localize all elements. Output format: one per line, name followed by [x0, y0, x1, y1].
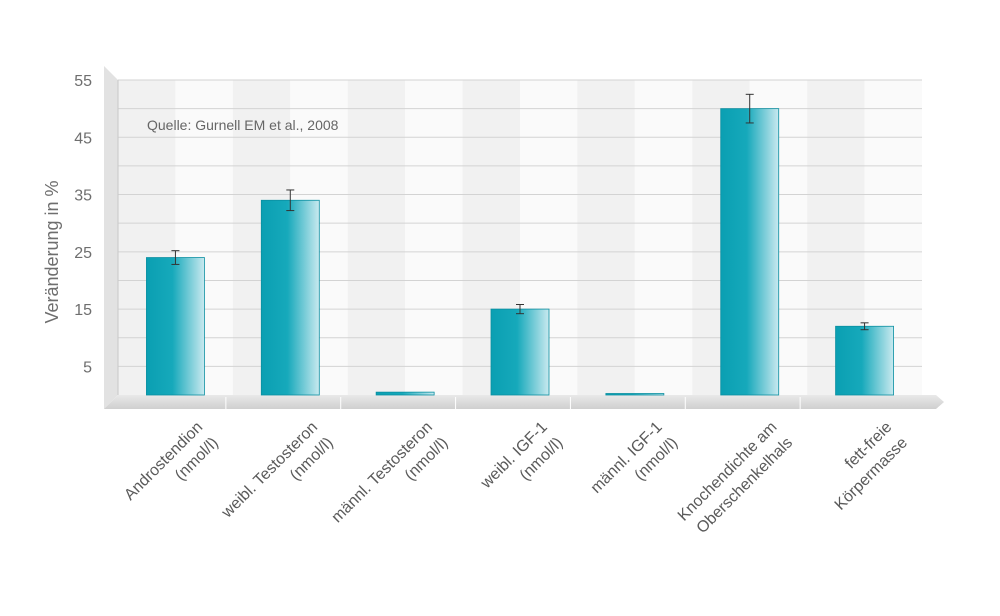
y-tick-label: 55: [74, 73, 92, 90]
chart-frame: [104, 66, 944, 409]
bg-stripe-light: [405, 80, 463, 395]
bar: [720, 108, 780, 396]
bg-stripe-dark: [347, 80, 406, 395]
bar: [835, 325, 894, 396]
x-axis-labels: Androstendion(nmol/l)weibl. Testosteron(…: [121, 419, 911, 542]
y-tick-label: 5: [83, 359, 92, 376]
category-label-text: männl. Testosteron(nmol/l): [329, 419, 452, 542]
category-label: Androstendion(nmol/l): [121, 419, 222, 520]
y-tick-label: 45: [74, 130, 92, 147]
bar: [375, 391, 435, 396]
y-tick-label: 35: [74, 188, 92, 205]
category-label: weibl. Testosteron(nmol/l): [218, 419, 337, 538]
y-axis-wall: [104, 66, 118, 409]
y-axis-label: Veränderung in %: [42, 180, 62, 323]
category-label-text: Knochendichte amOberschenkelhals: [675, 419, 796, 540]
category-label-text: Androstendion(nmol/l): [121, 419, 222, 520]
bar: [605, 393, 665, 396]
category-label: fett-freieKörpermasse: [816, 419, 911, 514]
category-label: männl. Testosteron(nmol/l): [329, 419, 452, 542]
chart-floor: [104, 395, 944, 409]
category-label: Knochendichte amOberschenkelhals: [675, 419, 796, 540]
y-tick-label: 15: [74, 302, 92, 319]
bar: [490, 308, 550, 396]
category-label-text: weibl. IGF-1(nmol/l): [477, 419, 566, 508]
y-axis-ticks: 5 15 25 35 45 55: [74, 73, 92, 376]
bar: [260, 199, 320, 396]
y-tick-label: 25: [74, 245, 92, 262]
category-label-text: fett-freieKörpermasse: [816, 419, 911, 514]
source-annotation: Quelle: Gurnell EM et al., 2008: [147, 117, 339, 133]
bg-stripe-light: [634, 80, 693, 395]
error-bars: [171, 93, 869, 331]
category-label-text: männl. IGF-1(nmol/l): [588, 419, 682, 513]
bg-stripe-dark: [577, 80, 635, 395]
category-label: männl. IGF-1(nmol/l): [588, 419, 682, 513]
bar: [146, 257, 205, 396]
category-label: weibl. IGF-1(nmol/l): [477, 419, 566, 508]
category-label-text: weibl. Testosteron(nmol/l): [218, 419, 337, 538]
